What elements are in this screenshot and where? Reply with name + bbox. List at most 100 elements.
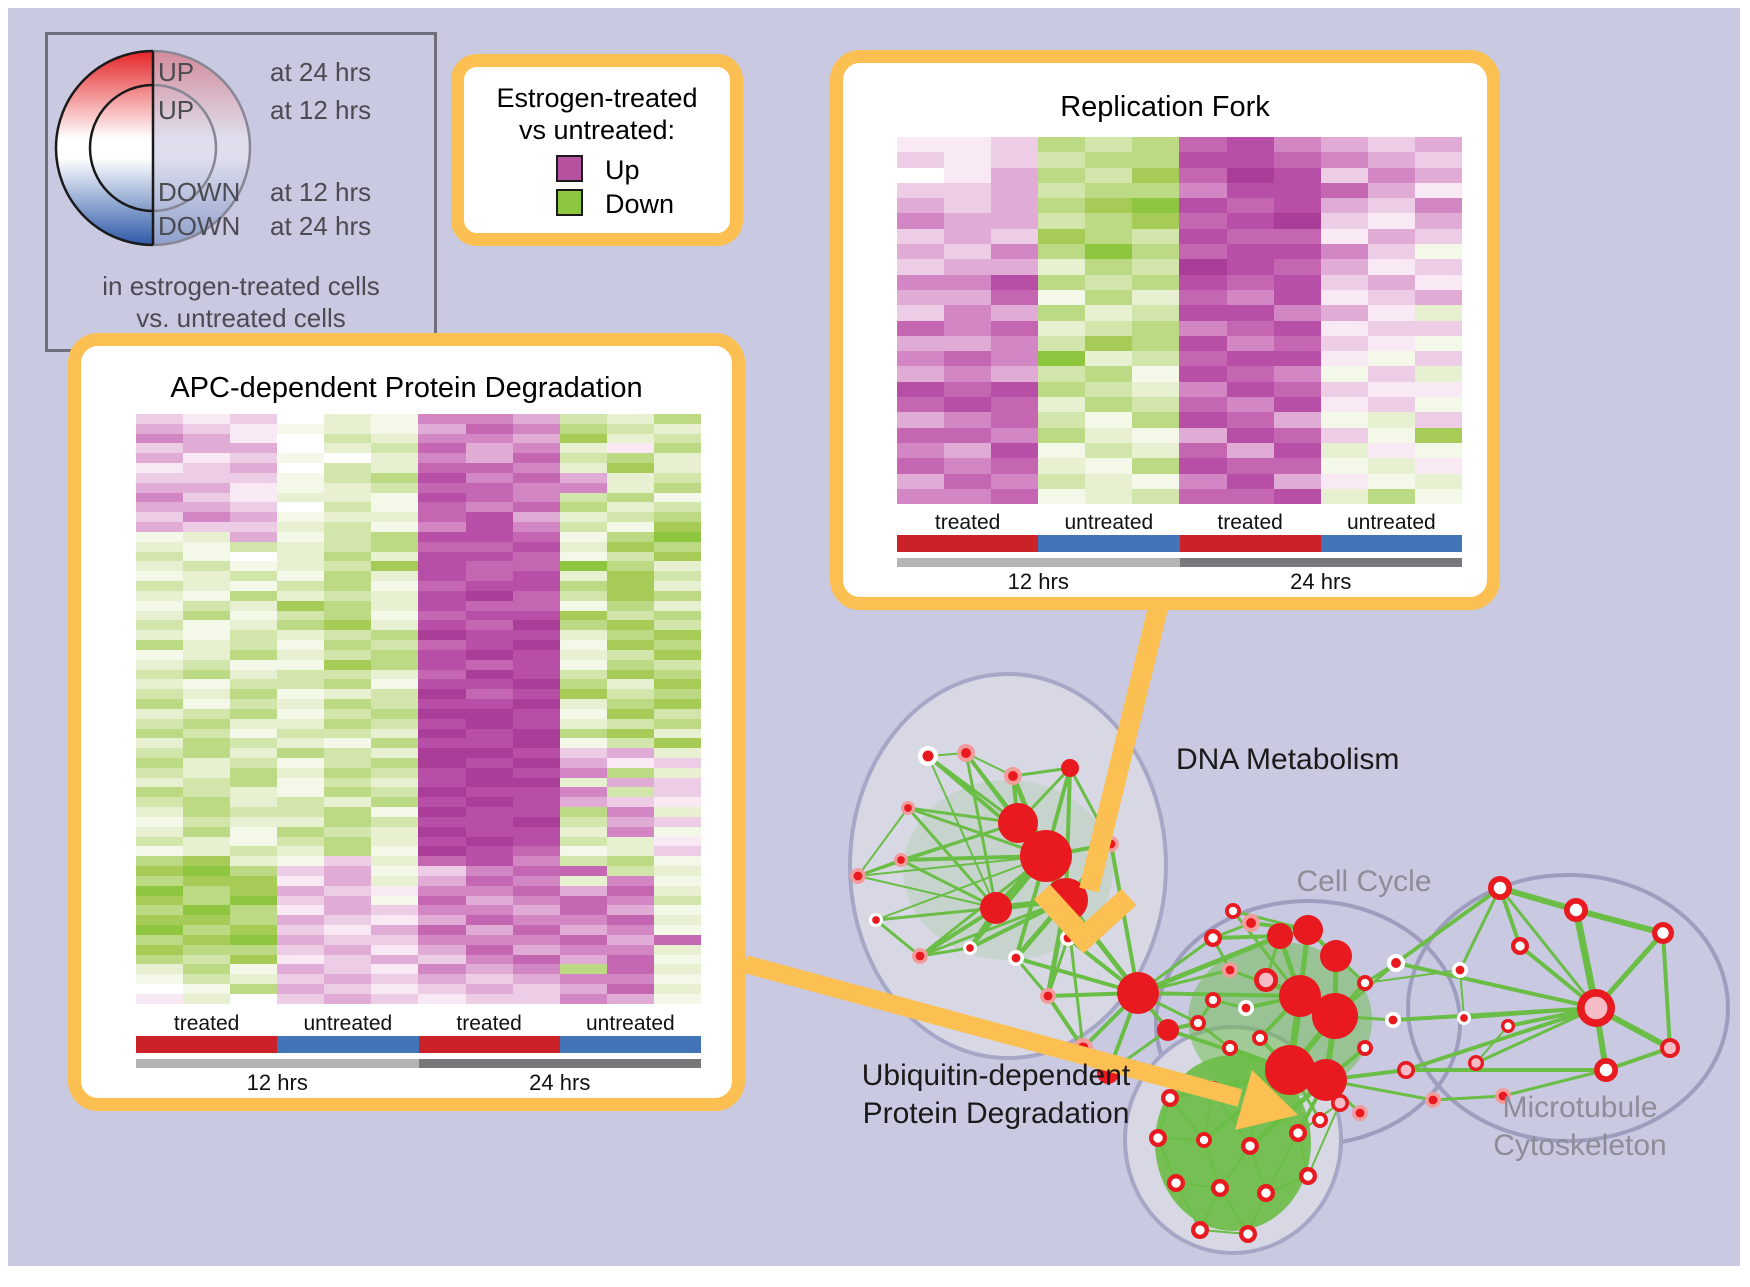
heatmap-cell [1038, 289, 1086, 306]
regulation-time: at 12 hrs [270, 177, 372, 207]
heatmap-cell [371, 640, 419, 650]
heatmap-row [136, 571, 701, 582]
heatmap-cell [606, 954, 654, 965]
heatmap-cell [1320, 488, 1368, 505]
heatmap-cell [653, 531, 701, 542]
gene-node-white-center [1199, 1135, 1209, 1145]
heatmap-cell [465, 925, 513, 935]
heatmap-cell [1367, 335, 1415, 352]
heatmap-cell [559, 453, 607, 464]
apc-panel: APC-dependent Protein Degradation treate… [68, 333, 745, 1111]
heatmap-cell [653, 610, 701, 621]
heatmap-cell [1320, 274, 1368, 290]
heatmap-cell [512, 472, 560, 483]
untreated-bar-segment [1038, 535, 1180, 552]
heatmap-cell [512, 944, 560, 955]
heatmap-cell [606, 826, 654, 837]
network-edge [875, 855, 1047, 921]
heatmap-cell [136, 571, 184, 582]
heatmap-cell [1320, 305, 1368, 321]
heatmap-cell [1367, 366, 1415, 382]
heatmap-cell [418, 659, 466, 670]
heatmap-cell [324, 934, 372, 945]
heatmap-cell [512, 600, 560, 611]
heatmap-cell [183, 954, 231, 965]
heatmap-cell [1038, 473, 1086, 489]
heatmap-cell [277, 718, 325, 729]
untreated-bar-segment [277, 1036, 419, 1053]
heatmap-cell [324, 492, 372, 503]
heatmap-row [136, 807, 701, 817]
heatmap-cell [324, 541, 372, 552]
heatmap-cell [1226, 412, 1274, 428]
heatmap-cell [991, 259, 1039, 275]
heatmap-cell [418, 974, 466, 985]
heatmap-cell [371, 846, 419, 857]
heatmap-row [136, 423, 701, 434]
heatmap-cell [512, 502, 560, 513]
heatmap-cell [1179, 366, 1227, 382]
heatmap-cell [559, 708, 607, 719]
heatmap-cell [324, 522, 372, 532]
heatmap-cell [1414, 305, 1462, 321]
heatmap-cell [559, 944, 607, 955]
heatmap-row [136, 522, 701, 532]
heatmap-cell [465, 915, 513, 926]
heatmap-cell [418, 836, 466, 847]
heatmap-cell [183, 905, 231, 916]
heatmap-cell [512, 846, 560, 857]
heatmap-row [136, 875, 701, 886]
heatmap-cell [1226, 289, 1274, 306]
regulation-time: at 12 hrs [270, 95, 372, 125]
heatmap-cell [653, 679, 701, 690]
heatmap-cell [418, 581, 466, 591]
group-label: untreated [586, 1012, 675, 1035]
heatmap-cell [324, 708, 372, 719]
heatmap-cell [606, 993, 654, 1004]
gene-node-white-center [1657, 927, 1669, 939]
heatmap-cell [371, 453, 419, 464]
gene-node-pink-center [1584, 996, 1608, 1020]
heatmap-row [897, 289, 1462, 306]
heatmap-cell [897, 427, 945, 443]
heatmap-cell [606, 561, 654, 572]
heatmap-cell [136, 915, 184, 926]
heatmap-cell [606, 787, 654, 798]
heatmap-cell [606, 895, 654, 906]
heatmap-cell [324, 699, 372, 709]
heatmap-cell [1085, 458, 1133, 474]
heatmap-cell [559, 915, 607, 926]
heatmap-cell [230, 925, 278, 935]
heatmap-cell [512, 522, 560, 532]
heatmap-cell [183, 875, 231, 886]
heatmap-cell [277, 954, 325, 965]
heatmap-cell [418, 590, 466, 601]
heatmap-row [136, 492, 701, 503]
heatmap-cell [897, 488, 945, 505]
heatmap-cell [559, 531, 607, 542]
heatmap-cell [371, 728, 419, 739]
heatmap-cell [606, 738, 654, 749]
heatmap-cell [606, 492, 654, 503]
heatmap-cell [991, 274, 1039, 290]
heatmap-cell [465, 797, 513, 808]
heatmap-cell [653, 797, 701, 808]
heatmap-cell [277, 453, 325, 464]
heatmap-cell [277, 482, 325, 493]
heatmap-cell [465, 964, 513, 975]
heatmap-cell [1414, 198, 1462, 214]
heatmap-cell [324, 846, 372, 857]
heatmap-row [136, 708, 701, 719]
heatmap-cell [324, 571, 372, 582]
heatmap-cell [465, 816, 513, 827]
heatmap-cell [1367, 458, 1415, 474]
heatmap-cell [1179, 137, 1227, 153]
heatmap-cell [606, 610, 654, 621]
heatmap-cell [418, 610, 466, 621]
heatmap-cell [465, 708, 513, 719]
heatmap-cell [136, 807, 184, 817]
heatmap-cell [324, 512, 372, 523]
heatmap-cell [418, 679, 466, 690]
heatmap-cell [230, 866, 278, 876]
